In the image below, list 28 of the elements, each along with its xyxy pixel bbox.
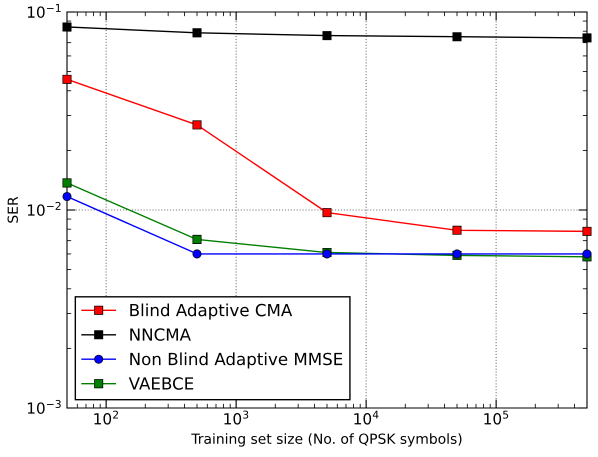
point — [192, 120, 202, 130]
x-axis-title: Training set size (No. of QPSK symbols) — [191, 433, 462, 447]
point — [322, 31, 332, 40]
legend-label: Non Blind Adaptive MMSE — [130, 352, 342, 369]
legend-label: Blind Adaptive CMA — [130, 303, 292, 320]
point — [582, 249, 592, 258]
point — [192, 249, 202, 258]
x-tick-label: 10$^{4}$ — [354, 410, 378, 425]
y-axis-title: SER — [7, 196, 18, 223]
point — [62, 74, 72, 84]
x-tick-label: 10$^{5}$ — [484, 410, 508, 425]
x-tick-label: 10$^{3}$ — [224, 410, 248, 425]
y-tick-label: 10$^{−3}$ — [28, 400, 61, 414]
y-tick-label: 10$^{−1}$ — [28, 4, 61, 18]
point — [62, 22, 72, 32]
point — [582, 33, 592, 42]
y-tick-label: 10$^{−2}$ — [28, 202, 61, 216]
point — [452, 32, 462, 42]
point — [62, 178, 72, 188]
point — [452, 226, 462, 235]
point — [192, 234, 202, 244]
point — [192, 28, 202, 38]
legend-label: VAEBCE — [128, 377, 194, 390]
x-tick-label: 10$^{2}$ — [94, 410, 118, 425]
point — [322, 208, 332, 218]
legend-label: NNCMA — [130, 328, 191, 341]
point — [582, 226, 592, 236]
point — [62, 192, 72, 202]
